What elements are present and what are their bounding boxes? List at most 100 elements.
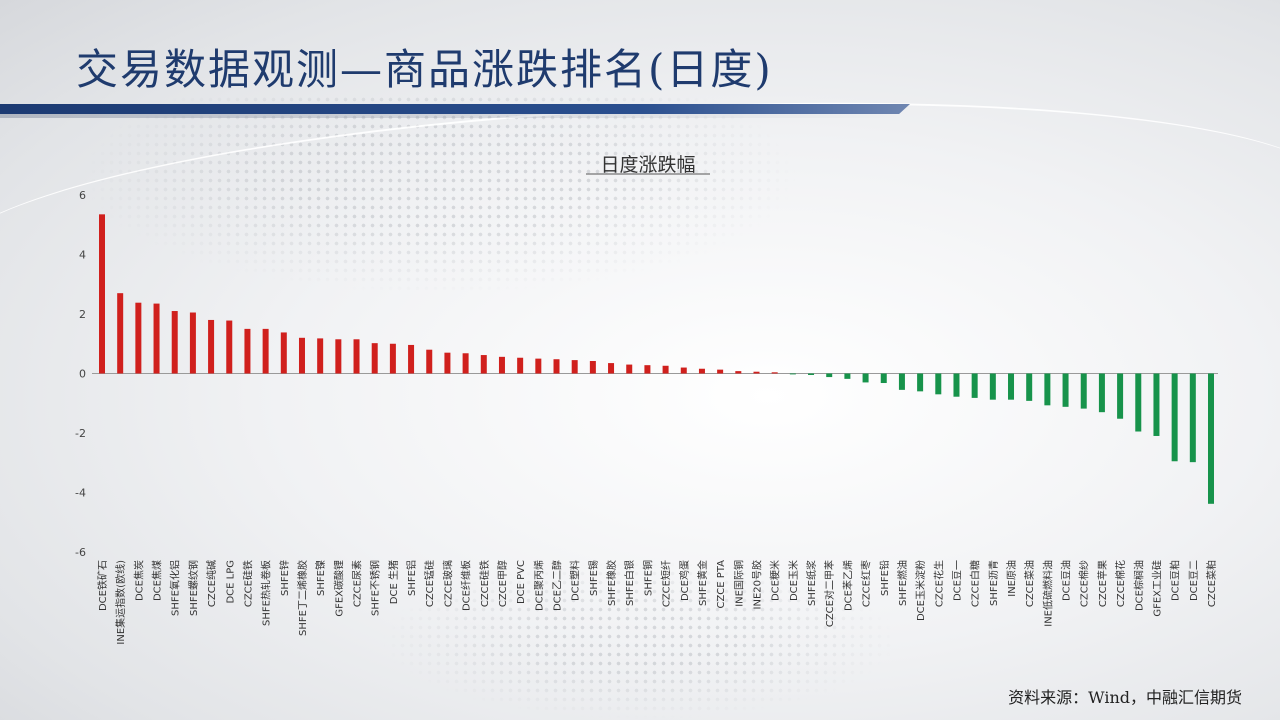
x-tick-label: INE原油	[1005, 560, 1018, 597]
y-tick-label: -2	[75, 427, 86, 440]
bar	[917, 373, 924, 392]
bar	[953, 373, 960, 397]
x-tick-label: SHFE黄金	[696, 560, 709, 606]
x-axis-labels: DCE铁矿石 INE集运指数(欧线) DCE焦炭 DCE焦煤 SHFE氧化铝 SHFE螺纹…	[96, 560, 1218, 645]
bar	[480, 355, 487, 374]
x-tick-label: GFEX工业硅	[1150, 560, 1163, 617]
x-tick-label: DCE LPG	[225, 560, 236, 604]
x-tick-label: SHFE铜	[642, 560, 654, 596]
x-tick-label: CZCE纯碱	[205, 560, 218, 607]
x-tick-label: SHFE镍	[314, 560, 327, 596]
x-tick-label: SHFE丁二烯橡胶	[296, 560, 309, 636]
bar	[826, 373, 833, 378]
x-tick-label: DCE粳米	[769, 560, 782, 601]
bar	[789, 373, 796, 375]
x-tick-label: SHFE沥青	[987, 560, 1000, 606]
bar	[1098, 373, 1105, 413]
bar	[389, 343, 396, 374]
x-tick-label: DCE豆二	[1188, 560, 1200, 601]
bar	[371, 343, 378, 374]
bar	[335, 339, 342, 374]
x-tick-label: DCE苯乙烯	[841, 560, 854, 611]
bar	[171, 311, 178, 374]
x-tick-label: DCE 生猪	[387, 560, 400, 604]
x-tick-label: CZCE硅铁	[478, 560, 491, 607]
x-tick-label: DCE焦炭	[132, 560, 145, 601]
bar	[444, 352, 451, 374]
bar	[262, 328, 269, 374]
x-tick-label: DCE聚丙烯	[532, 560, 545, 611]
bar	[1208, 373, 1214, 504]
bar	[298, 337, 305, 374]
x-tick-label: DCE焦煤	[151, 560, 164, 601]
bar	[717, 369, 724, 374]
slide-title: 交易数据观测—商品涨跌排名(日度)	[76, 45, 773, 94]
x-tick-label: SHFE热轧卷板	[260, 560, 273, 626]
x-tick-label: SHFE不锈钢	[369, 560, 382, 616]
bar	[1171, 373, 1178, 462]
x-tick-label: DCE豆一	[951, 560, 963, 601]
x-tick-label: SHFE燃油	[896, 560, 909, 606]
bar	[1062, 373, 1069, 407]
bar	[626, 364, 633, 374]
bar	[1026, 373, 1033, 401]
x-tick-label: DCE豆油	[1060, 560, 1073, 601]
x-tick-label: INE集运指数(欧线)	[114, 560, 127, 645]
x-tick-label: CZCE锰硅	[423, 560, 436, 607]
bar	[226, 320, 233, 374]
x-tick-label: SHFE铅	[878, 560, 891, 596]
x-tick-label: DCE鸡蛋	[678, 560, 691, 601]
bar	[135, 302, 142, 374]
x-tick-label: CZCE尿素	[351, 560, 364, 607]
x-tick-label: INE国际铜	[733, 560, 745, 607]
x-tick-label: CZCE花生	[932, 560, 945, 607]
y-tick-label: -4	[75, 487, 86, 500]
x-tick-label: CZCE红枣	[860, 560, 873, 607]
x-tick-label: SHFE氧化铝	[169, 560, 182, 616]
x-tick-label: DCE乙二醇	[551, 560, 564, 611]
x-tick-label: CZCE甲醇	[496, 560, 509, 607]
x-tick-label: INE20号胶	[750, 560, 763, 609]
x-tick-label: SHFE橡胶	[605, 560, 618, 606]
x-tick-label: CZCE硅铁	[241, 560, 254, 607]
bar	[535, 358, 542, 374]
bar	[935, 373, 942, 395]
title-underline-shadow	[0, 114, 900, 118]
chart-title: 日度涨跌幅	[600, 154, 695, 176]
bar	[317, 338, 324, 374]
y-tick-label: 0	[79, 368, 86, 381]
bar	[608, 363, 615, 374]
bar	[571, 360, 578, 374]
bar	[462, 353, 469, 374]
x-tick-label: DCE纤维板	[460, 560, 473, 611]
bar	[753, 371, 760, 374]
x-tick-label: CZCE棉花	[1114, 560, 1127, 607]
bar	[971, 373, 978, 398]
y-tick-label: -6	[75, 546, 86, 559]
x-tick-label: DCE玉米	[787, 560, 800, 601]
x-tick-label: DCE玉米淀粉	[914, 560, 927, 621]
bar-series	[99, 214, 1214, 504]
x-tick-label: CZCE PTA	[716, 560, 727, 609]
x-tick-label: CZCE苹果	[1096, 560, 1109, 607]
x-tick-label: DCE豆粕	[1169, 560, 1182, 601]
bar	[153, 303, 160, 374]
bar	[353, 339, 360, 374]
bar	[1044, 373, 1051, 406]
bar	[1080, 373, 1087, 409]
y-tick-label: 4	[79, 249, 86, 262]
world-map-background-lower	[380, 560, 900, 720]
bar	[1008, 373, 1015, 400]
x-tick-label: CZCE对二甲苯	[823, 560, 836, 627]
bar	[553, 359, 560, 374]
bar	[408, 344, 415, 374]
bar	[244, 328, 251, 374]
bar	[898, 373, 905, 390]
x-tick-label: DCE塑料	[569, 560, 582, 601]
bar	[662, 365, 669, 374]
bar	[208, 319, 215, 374]
title-underline-bar	[0, 104, 910, 114]
x-tick-label: CZCE短纤	[660, 560, 673, 607]
x-tick-label: CZCE菜油	[1023, 560, 1036, 607]
